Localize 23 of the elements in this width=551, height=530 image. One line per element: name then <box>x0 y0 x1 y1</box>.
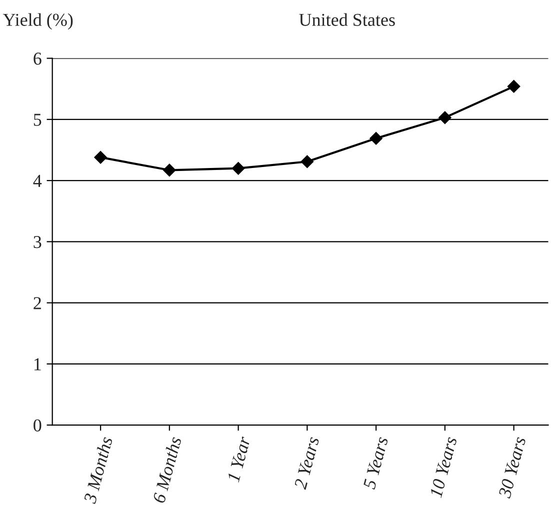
y-tick-label: 2 <box>34 297 41 310</box>
x-tick-label: 3 Months <box>83 436 113 504</box>
chart-title: United States <box>299 13 395 26</box>
y-tick-label: 3 <box>34 236 42 248</box>
x-tick-label: 10 Years <box>430 436 458 498</box>
point <box>300 155 314 168</box>
point <box>507 80 520 93</box>
y-axis-title: Yield (%) <box>2 13 73 30</box>
point <box>438 111 452 124</box>
y-tick-label: 5 <box>34 114 42 126</box>
x-tick-label: 2 Years <box>294 436 320 490</box>
x-tick-label: 1 Year <box>227 436 251 483</box>
point <box>163 164 176 177</box>
x-tick-label: 6 Months <box>152 436 182 504</box>
x-tick-label: 30 Years <box>498 436 526 499</box>
point <box>94 150 107 164</box>
x-tick-label: 5 Years <box>363 436 388 490</box>
point <box>370 132 382 145</box>
y-tick-label: 0 <box>34 419 42 432</box>
y-tick-label: 6 <box>34 52 42 65</box>
point <box>232 162 245 175</box>
y-tick-label: 4 <box>33 174 42 187</box>
y-tick-label: 1 <box>34 358 41 370</box>
